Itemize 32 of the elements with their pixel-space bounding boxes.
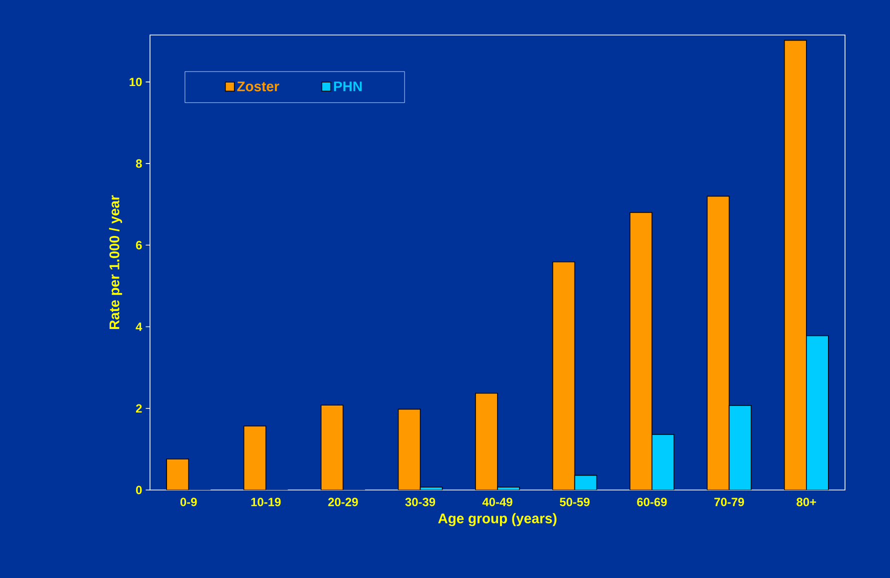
- y-tick-label: 2: [136, 404, 142, 413]
- legend-label: PHN: [334, 82, 362, 92]
- x-tick-label: 50-59: [560, 498, 590, 506]
- bar: [784, 40, 807, 490]
- legend-label: Zoster: [237, 82, 280, 92]
- bar: [475, 392, 498, 490]
- x-tick-label: 60-69: [637, 498, 667, 506]
- y-tick-label: 10: [130, 78, 142, 86]
- bar: [574, 474, 598, 490]
- bar: [243, 426, 266, 490]
- bar: [630, 212, 652, 490]
- x-tick-label: 70-79: [714, 498, 744, 506]
- bar: [652, 434, 674, 490]
- x-tick-label: 20-29: [328, 498, 358, 506]
- x-tick-label: 40-49: [482, 498, 512, 506]
- bar: [320, 404, 344, 490]
- bar: [166, 458, 189, 490]
- x-tick-label: 80+: [796, 498, 816, 506]
- x-axis-title: Age group (years): [438, 513, 556, 526]
- bar: [706, 196, 730, 490]
- y-tick-label: 0: [136, 486, 142, 494]
- y-tick-label: 8: [136, 159, 142, 168]
- x-tick-label: 0-9: [180, 498, 197, 506]
- y-axis-title: Rate per 1.000 / year: [109, 195, 122, 330]
- bar: [728, 405, 752, 490]
- x-tick-label: 30-39: [405, 498, 436, 506]
- bar: [398, 408, 421, 490]
- y-tick-label: 6: [136, 240, 142, 250]
- x-tick-label: 10-19: [251, 498, 281, 506]
- bar: [552, 261, 576, 490]
- bar: [806, 335, 829, 490]
- y-tick-label: 4: [136, 322, 142, 331]
